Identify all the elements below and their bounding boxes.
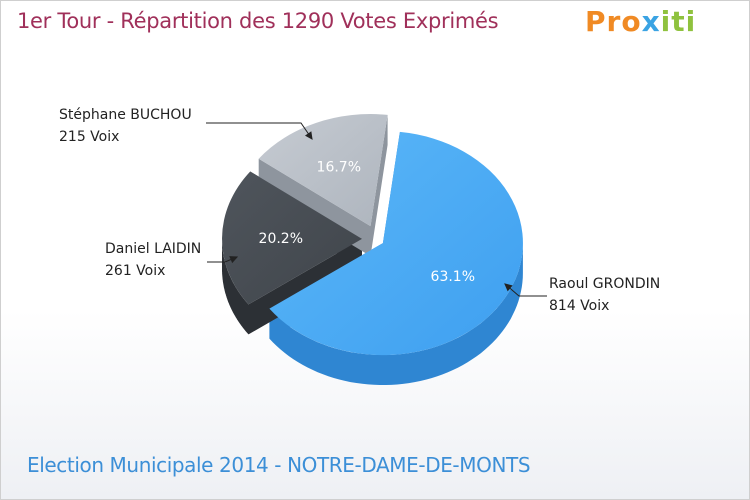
candidate-label-grondin: Raoul GRONDIN 814 Voix — [549, 273, 660, 317]
candidate-votes: 814 Voix — [549, 298, 610, 314]
election-footer: Election Municipale 2014 - NOTRE-DAME-DE… — [27, 453, 531, 477]
leader-laidin-arrowhead — [229, 256, 239, 264]
proxiti-logo[interactable]: Proxiti — [585, 5, 697, 38]
candidate-label-laidin: Daniel LAIDIN 261 Voix — [105, 238, 201, 282]
candidate-name: Daniel LAIDIN — [105, 241, 202, 257]
candidate-name: Stéphane BUCHOU — [59, 107, 192, 123]
slice-grondin[interactable] — [269, 131, 523, 356]
slice-laidin-percent-label: 20.2% — [259, 231, 303, 247]
candidate-votes: 261 Voix — [105, 263, 166, 279]
slice-buchou-percent-label: 16.7% — [317, 159, 361, 175]
candidate-name: Raoul GRONDIN — [549, 276, 661, 292]
slice-grondin-percent-label: 63.1% — [431, 269, 475, 285]
leader-grondin-arrowhead — [504, 283, 513, 292]
slice-laidin[interactable] — [222, 171, 362, 305]
slice-buchou-side — [258, 114, 388, 257]
slice-buchou[interactable] — [258, 114, 388, 227]
chart-title: 1er Tour - Répartition des 1290 Votes Ex… — [17, 9, 499, 33]
candidate-votes: 215 Voix — [59, 129, 120, 145]
leader-buchou-arrowhead — [304, 131, 313, 140]
candidate-label-buchou: Stéphane BUCHOU 215 Voix — [59, 104, 192, 148]
